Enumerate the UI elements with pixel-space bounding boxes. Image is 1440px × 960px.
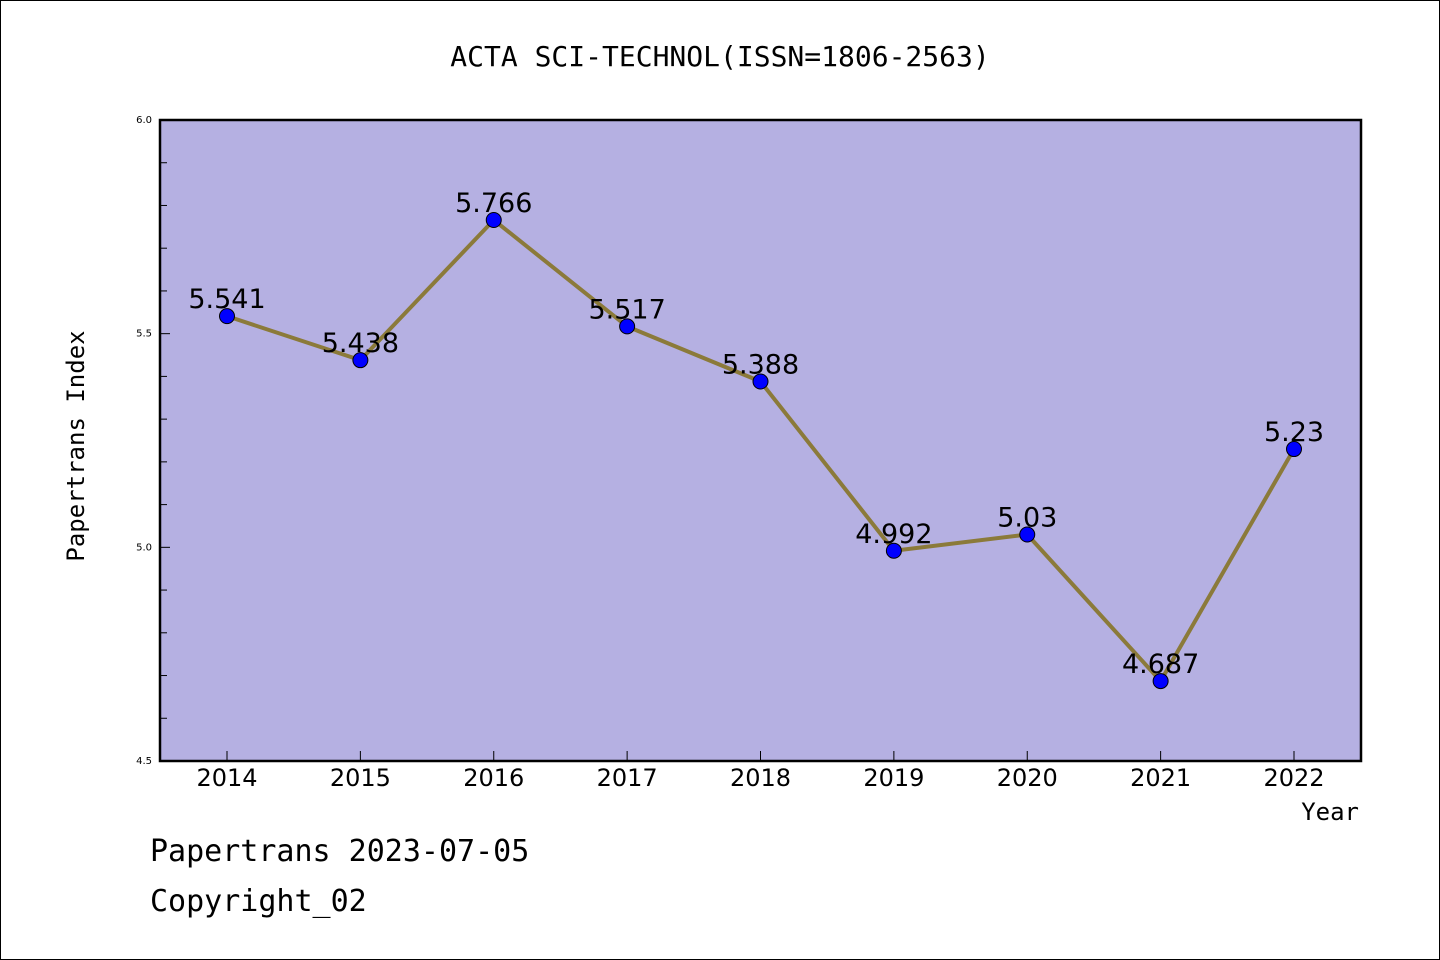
plot-border xyxy=(158,118,1363,763)
data-point xyxy=(1286,441,1302,458)
x-axis-label: Year xyxy=(1301,798,1359,826)
plot-area xyxy=(160,120,1361,761)
data-label: 5.438 xyxy=(322,328,399,359)
data-labels: 5.541 5.438 5.766 5.517 5.388 4.992 5.03 4.687 5… xyxy=(188,188,1324,680)
y-tick-label: 6.0 xyxy=(136,115,152,126)
footer-date: Papertrans 2023-07-05 xyxy=(150,834,530,869)
x-tick-label: 2014 xyxy=(196,764,257,792)
x-tick-label: 2016 xyxy=(463,764,524,792)
data-point xyxy=(619,318,636,335)
data-point xyxy=(352,352,369,369)
data-point xyxy=(1019,526,1036,543)
data-label: 5.766 xyxy=(455,188,532,219)
data-point xyxy=(219,308,235,325)
data-label: 4.992 xyxy=(855,519,932,550)
x-axis-ticks: 2014 2015 2016 2017 2018 2019 2020 2021 2022 xyxy=(196,751,1325,792)
x-tick-label: 2021 xyxy=(1130,764,1191,792)
data-label: 5.517 xyxy=(588,294,665,325)
x-tick-label: 2020 xyxy=(997,764,1058,792)
y-axis-label: Papertrans Index xyxy=(62,330,90,561)
data-point xyxy=(485,211,502,228)
y-tick-label: 5.5 xyxy=(136,329,152,340)
y-tick-label: 4.5 xyxy=(136,756,152,767)
x-tick-label: 2018 xyxy=(730,764,791,792)
y-tick-label: 5.0 xyxy=(136,542,152,553)
data-point xyxy=(1152,673,1169,690)
x-tick-label: 2019 xyxy=(863,764,924,792)
footer-copyright: Copyright_02 xyxy=(150,884,367,919)
x-tick-label: 2015 xyxy=(330,764,391,792)
data-point xyxy=(752,373,769,390)
data-point xyxy=(885,542,902,559)
x-tick-label: 2022 xyxy=(1263,764,1324,792)
data-markers xyxy=(219,211,1302,690)
data-label: 5.388 xyxy=(722,350,799,381)
x-tick-label: 2017 xyxy=(597,764,658,792)
data-label: 5.03 xyxy=(997,503,1057,534)
data-label: 5.23 xyxy=(1264,417,1324,448)
data-label: 5.541 xyxy=(188,284,265,315)
data-label: 4.687 xyxy=(1122,649,1199,680)
chart-title: ACTA SCI-TECHNOL(ISSN=1806-2563) xyxy=(450,40,989,73)
